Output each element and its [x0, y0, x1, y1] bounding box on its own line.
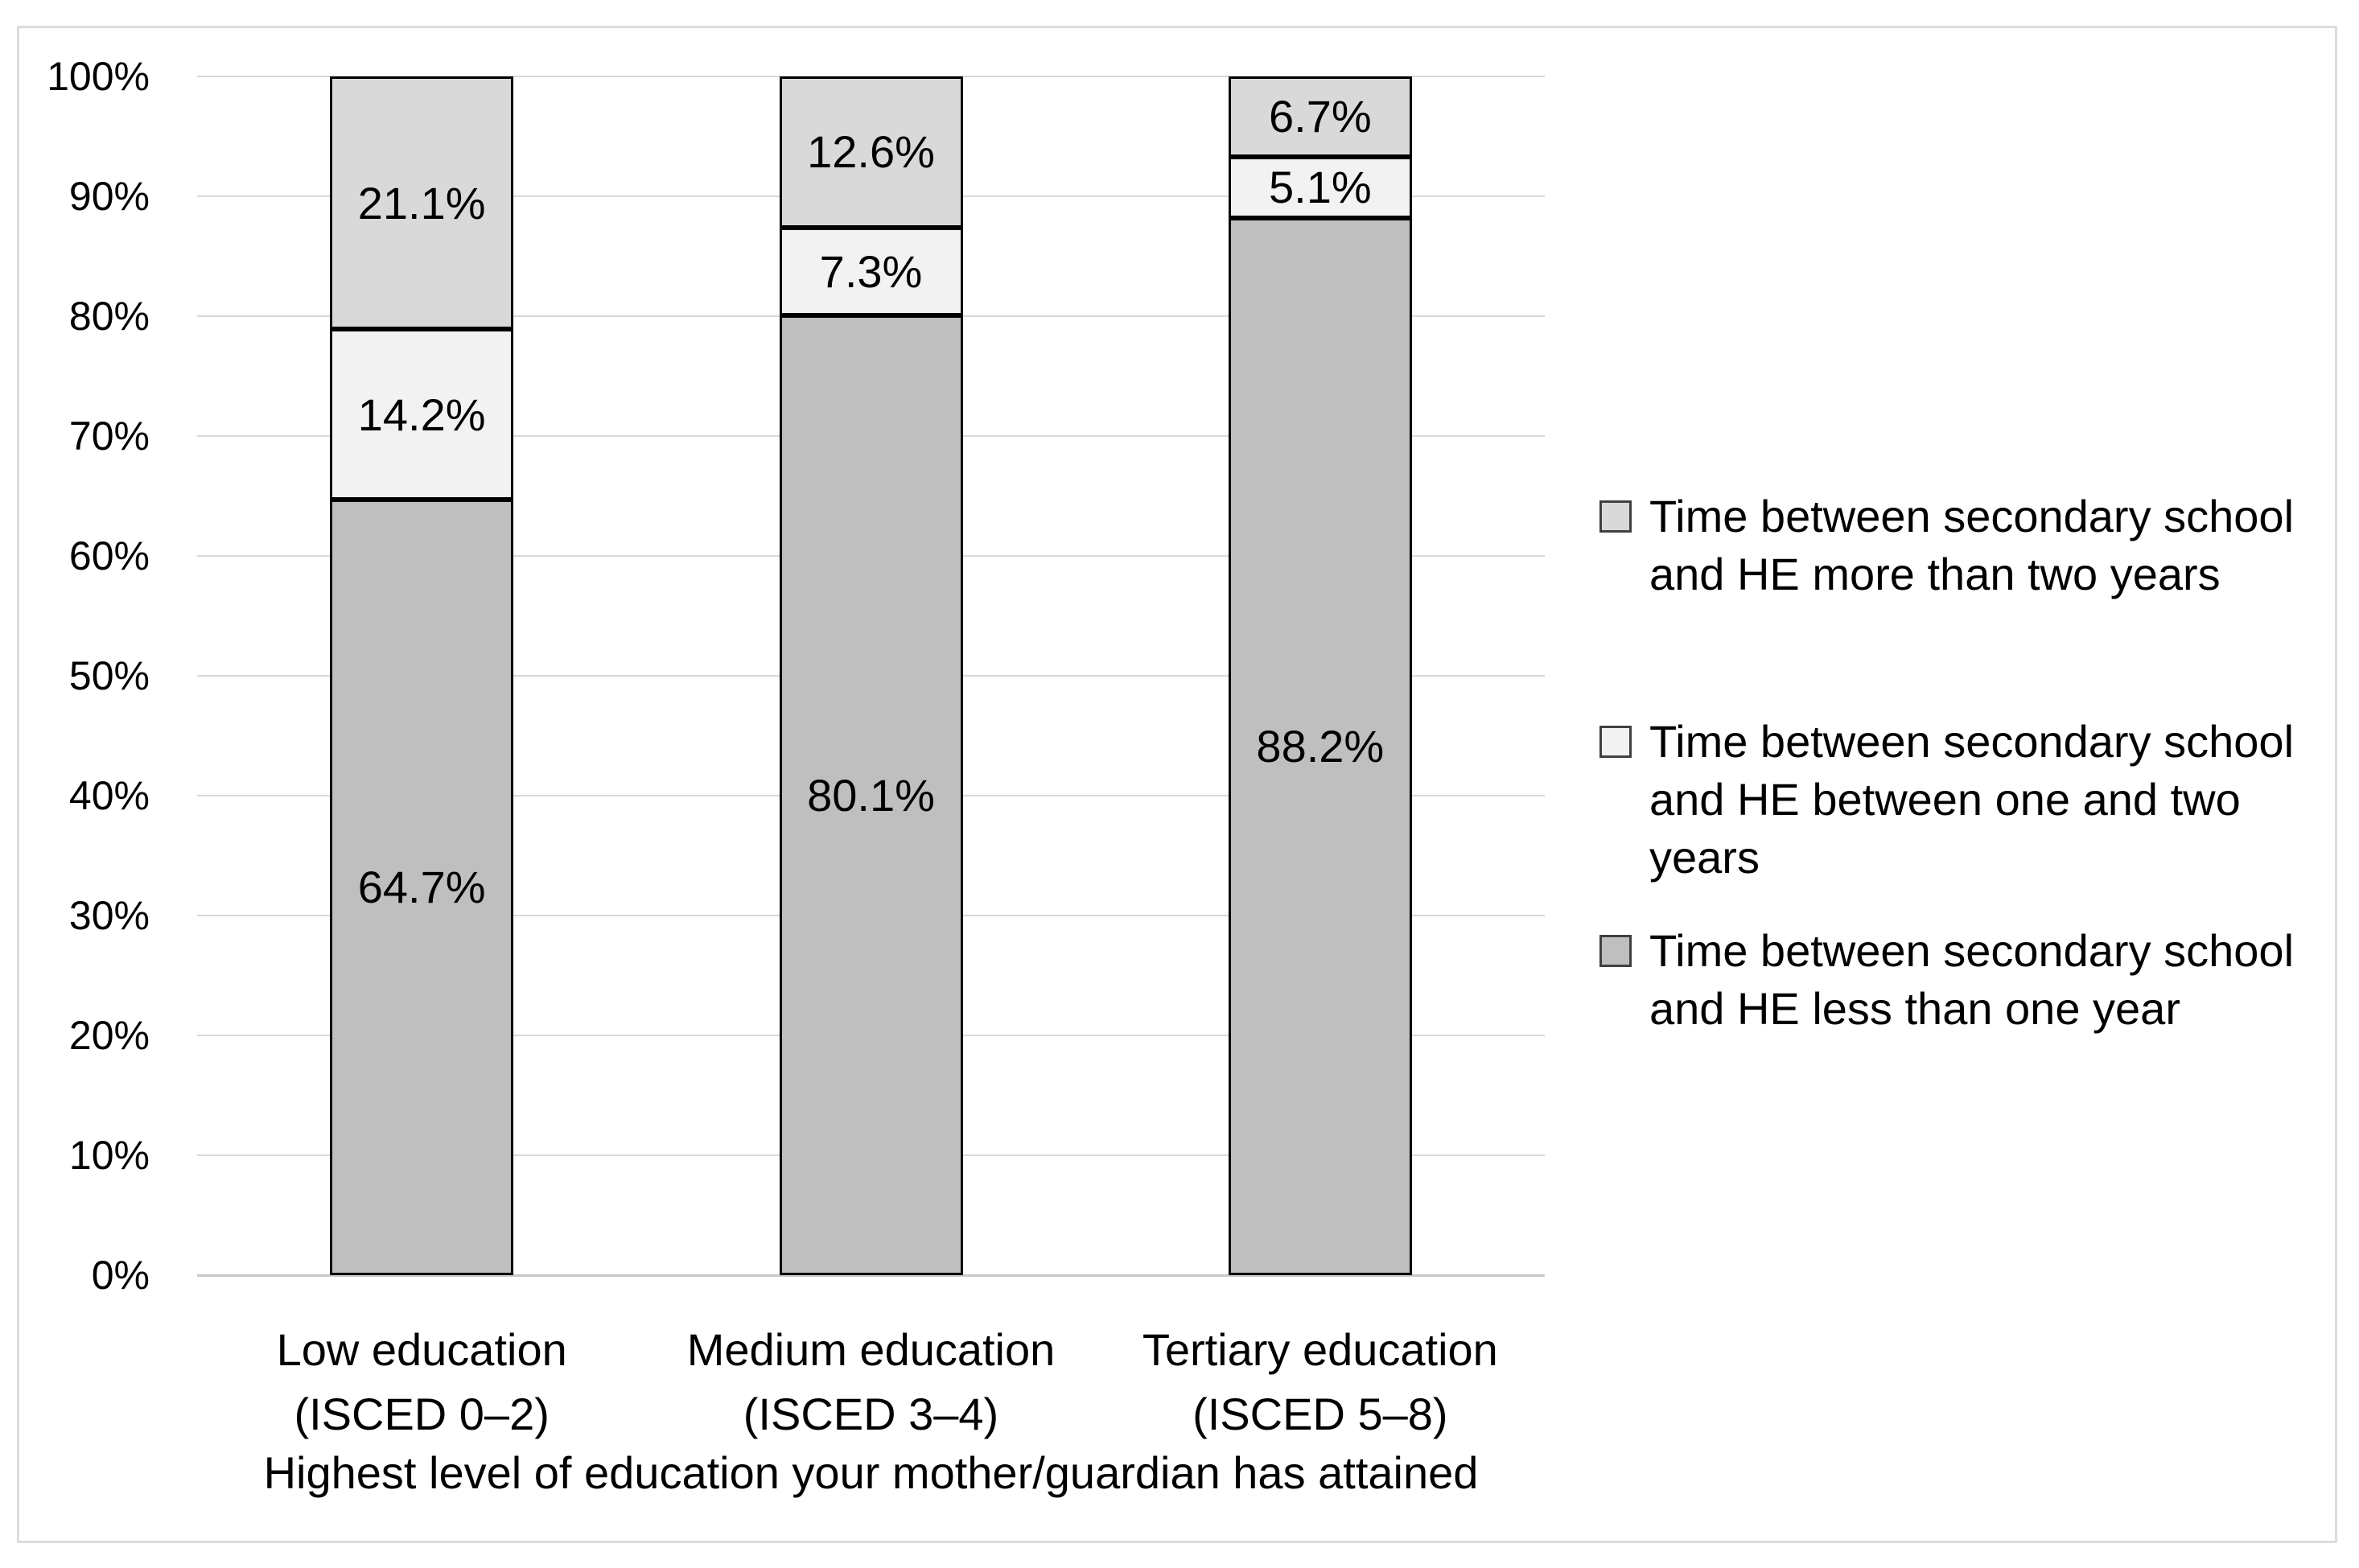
y-axis-tick-labels: 0% 10% 20% 30% 40% 50% 60% 70% 80% 90% 100%: [0, 54, 150, 1298]
bar-segment: 5.1%: [1228, 156, 1412, 218]
x-axis-title: Highest level of education your mother/g…: [263, 1447, 1479, 1498]
bar-segment: 6.7%: [1228, 76, 1412, 157]
y-tick-label: 80%: [68, 294, 150, 339]
y-tick-label: 20%: [68, 1013, 150, 1058]
y-tick-label: 90%: [68, 174, 150, 219]
legend-label: Time between secondary school and HE mor…: [1649, 491, 2295, 599]
data-label: 14.2%: [357, 389, 486, 440]
bar-segment: 14.2%: [330, 329, 514, 500]
legend: Time between secondary school and HE mor…: [1599, 488, 2359, 1038]
data-label: 80.1%: [807, 769, 935, 821]
stacked-bar: 64.7% 14.2% 21.1%: [330, 76, 514, 1275]
bar-segment: 7.3%: [779, 227, 963, 315]
x-category-label-line: Low education: [276, 1324, 567, 1375]
x-category-label-line: (ISCED 0–2): [294, 1389, 550, 1439]
legend-swatch: [1599, 500, 1632, 533]
y-tick-label: 30%: [68, 893, 150, 938]
y-tick-label: 0%: [91, 1253, 150, 1298]
legend-item: Time between secondary school and HE mor…: [1599, 488, 2359, 603]
x-category-label: Medium education (ISCED 3–4): [646, 1318, 1095, 1447]
bar-segment: 80.1%: [779, 315, 963, 1275]
legend-item: Time between secondary school and HE les…: [1599, 922, 2359, 1038]
legend-label: Time between secondary school and HE bet…: [1649, 716, 2295, 883]
x-category-label-line: (ISCED 5–8): [1192, 1389, 1448, 1439]
legend-swatch: [1599, 935, 1632, 967]
data-label: 64.7%: [357, 862, 486, 913]
plot-area: 64.7% 14.2% 21.1% 80.1% 7.3% 12.6% 88.2% 5.1% 6.…: [197, 76, 1545, 1277]
y-tick-label: 10%: [68, 1133, 150, 1178]
data-label: 6.7%: [1269, 91, 1372, 142]
data-label: 88.2%: [1256, 721, 1385, 772]
legend-label: Time between secondary school and HE les…: [1649, 925, 2295, 1034]
x-category-label-line: Medium education: [686, 1324, 1056, 1375]
y-tick-label: 60%: [68, 533, 150, 578]
x-category-label: Low education (ISCED 0–2): [197, 1318, 646, 1447]
data-label: 5.1%: [1269, 162, 1372, 213]
bar-segment: 12.6%: [779, 76, 963, 228]
x-category-label: Tertiary education (ISCED 5–8): [1096, 1318, 1545, 1447]
x-category-label-line: (ISCED 3–4): [743, 1389, 999, 1439]
legend-swatch: [1599, 726, 1632, 758]
y-tick-label: 50%: [68, 653, 150, 698]
bar-segment: 88.2%: [1228, 217, 1412, 1275]
stacked-bar: 80.1% 7.3% 12.6%: [779, 76, 963, 1275]
y-tick-label: 100%: [47, 54, 150, 99]
x-category-label-line: Tertiary education: [1142, 1324, 1498, 1375]
gridline: [197, 76, 1545, 77]
data-label: 12.6%: [807, 126, 935, 178]
y-tick-label: 40%: [68, 773, 150, 818]
data-label: 21.1%: [357, 177, 486, 228]
data-label: 7.3%: [819, 245, 923, 297]
x-axis-line: [197, 1274, 1545, 1277]
legend-item: Time between secondary school and HE bet…: [1599, 713, 2359, 887]
y-tick-label: 70%: [68, 414, 150, 459]
bar-segment: 64.7%: [330, 499, 514, 1275]
bar-segment: 21.1%: [330, 76, 514, 330]
stacked-bar: 88.2% 5.1% 6.7%: [1228, 76, 1412, 1275]
